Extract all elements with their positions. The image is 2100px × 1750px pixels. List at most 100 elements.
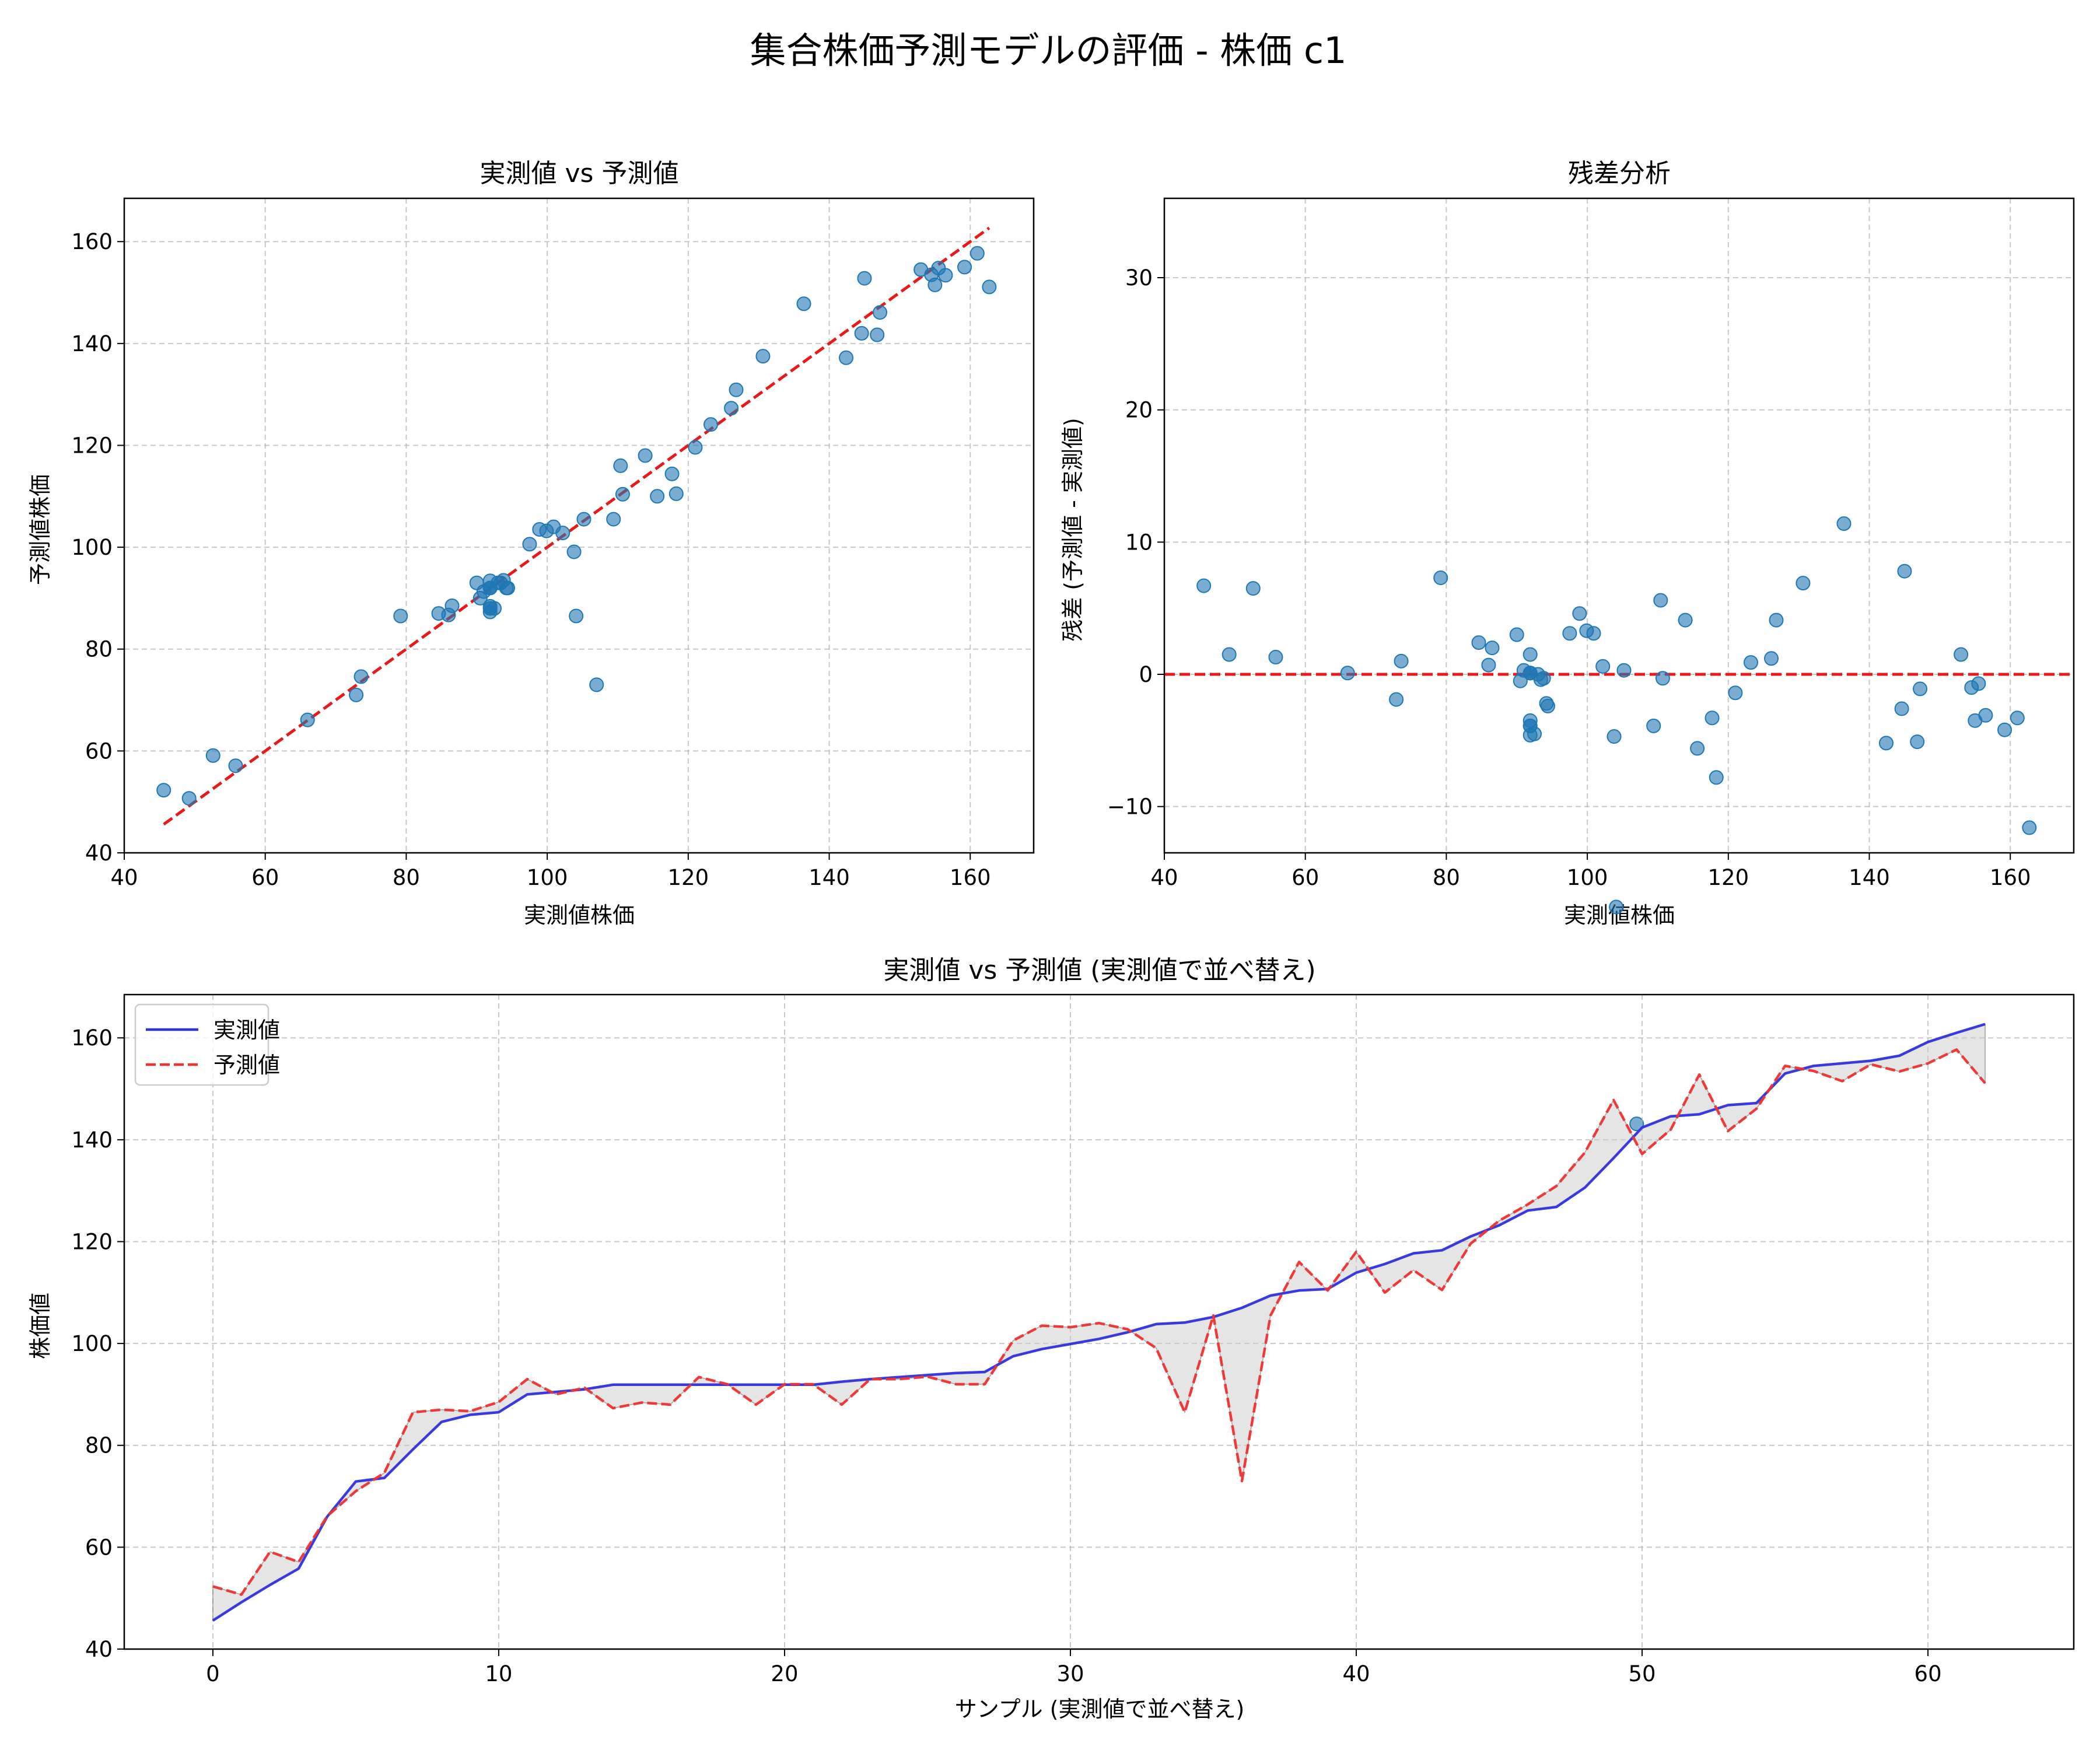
line-frame (123, 993, 2075, 1650)
scatter-point (703, 417, 718, 432)
scatter-point (300, 712, 315, 727)
residual-point (1690, 741, 1705, 756)
scatter-panel-title: 実測値 vs 予測値 (480, 159, 679, 188)
scatter-point (638, 448, 653, 463)
scatter-point (938, 268, 953, 283)
scatter-point (957, 260, 972, 275)
residual-xtick-label: 120 (1708, 865, 1749, 890)
scatter-point (487, 601, 502, 616)
residual-point (1910, 734, 1925, 750)
residual-point (1222, 647, 1237, 662)
scatter-point (393, 608, 408, 624)
residual-point (1709, 770, 1724, 785)
residual-point (1586, 626, 1601, 641)
line-ytick-label: 100 (71, 1331, 113, 1356)
residual-point (1879, 736, 1894, 751)
line-ytick-label: 80 (85, 1433, 113, 1458)
residual-point (1595, 659, 1611, 674)
scatter-point (688, 440, 703, 455)
scatter-point (650, 489, 665, 504)
scatter-point (500, 580, 515, 596)
scatter-point (724, 401, 739, 416)
residual-ytick-label: 20 (1125, 398, 1153, 423)
scatter-point (873, 305, 888, 320)
residual-ytick-label: 0 (1139, 662, 1153, 687)
residual-point (1536, 671, 1551, 686)
perfect-fit-line (163, 226, 991, 826)
scatter-point (522, 537, 537, 552)
line-ytick-label: 40 (85, 1637, 113, 1662)
residual-xtick-label: 160 (1990, 865, 2031, 890)
scatter-ytick-label: 60 (85, 738, 113, 764)
scatter-point (928, 277, 943, 292)
scatter-point (205, 748, 220, 763)
figure-suptitle: 集合株価予測モデルの評価 - 株価 c1 (750, 29, 1346, 72)
scatter-xtick-label: 100 (527, 865, 568, 890)
scatter-ytick-label: 100 (71, 535, 113, 560)
line-xtick-label: 30 (1056, 1661, 1084, 1686)
legend-label-actual: 実測値 (214, 1017, 280, 1043)
residual-point (1678, 612, 1693, 628)
scatter-xtick-label: 60 (251, 865, 279, 890)
legend: 実測値 予測値 (134, 1003, 280, 1086)
residual-point (1971, 676, 1986, 691)
scatter-point (839, 350, 854, 365)
scatter-panel-ylabel: 予測値株価 (27, 474, 53, 585)
residual-point (1764, 651, 1779, 666)
line-xtick-label: 10 (485, 1661, 512, 1686)
residual-point (1485, 640, 1500, 656)
residual-point (2022, 820, 2037, 835)
residual-grid (1164, 198, 2074, 853)
scatter-xtick-label: 40 (110, 865, 138, 890)
sorted-line-comparison-panel: 実測値 vs 予測値 (実測値で並べ替え) サンプル (実測値で並べ替え) 株価… (27, 956, 2075, 1722)
residual-point (1509, 627, 1524, 642)
residual-point (1894, 701, 1909, 716)
scatter-point (857, 271, 872, 286)
scatter-point (668, 486, 684, 501)
residual-point (1646, 718, 1661, 733)
residual-panel-title: 残差分析 (1568, 159, 1671, 188)
scatter-point (982, 279, 997, 295)
line-xtick-label: 20 (771, 1661, 798, 1686)
scatter-xtick-label: 160 (950, 865, 991, 890)
residual-point (1769, 612, 1784, 628)
residual-point (1609, 900, 1624, 915)
scatter-ytick-label: 120 (71, 433, 113, 458)
residual-point (1433, 570, 1448, 586)
scatter-point (555, 526, 570, 541)
residual-point (1743, 655, 1758, 670)
residual-ytick-label: 30 (1125, 265, 1153, 290)
scatter-point (589, 677, 604, 692)
residual-analysis-panel: 残差分析 実測値株価 残差 (予測値 - 実測値) 40 60 80 100 120 14… (1060, 159, 2075, 1132)
residual-point (1562, 626, 1577, 641)
residual-point (1481, 657, 1496, 673)
residual-point (1954, 647, 1969, 662)
residual-point (1572, 606, 1587, 621)
residual-point (1268, 650, 1283, 665)
residual-point (1394, 653, 1409, 668)
scatter-point (755, 349, 771, 364)
residual-xtick-label: 40 (1150, 865, 1178, 890)
residual-point (1389, 692, 1404, 707)
residual-point (2010, 710, 2025, 726)
line-xtick-label: 50 (1629, 1661, 1656, 1686)
residual-panel-ylabel: 残差 (予測値 - 実測値) (1060, 418, 1086, 642)
scatter-point (615, 487, 630, 502)
residual-point (1913, 681, 1928, 696)
residual-point (1629, 1116, 1644, 1132)
residual-point (1540, 698, 1555, 713)
scatter-actual-vs-predicted-panel: 実測値 vs 予測値 実測値株価 予測値株価 40 60 80 100 120 140 16… (27, 159, 1035, 928)
scatter-panel-xlabel: 実測値株価 (524, 902, 635, 928)
scatter-point (181, 791, 197, 806)
line-ytick-label: 120 (71, 1229, 113, 1254)
scatter-point (566, 544, 582, 559)
residual-xtick-label: 100 (1567, 865, 1608, 890)
scatter-xtick-label: 140 (808, 865, 850, 890)
line-ytick-label: 140 (71, 1128, 113, 1153)
residual-point (1340, 666, 1355, 681)
series-line-predicted (212, 1048, 1986, 1596)
residual-point (1655, 671, 1670, 686)
residual-point (1527, 726, 1542, 741)
scatter-point (156, 783, 172, 798)
scatter-xtick-label: 80 (393, 865, 420, 890)
